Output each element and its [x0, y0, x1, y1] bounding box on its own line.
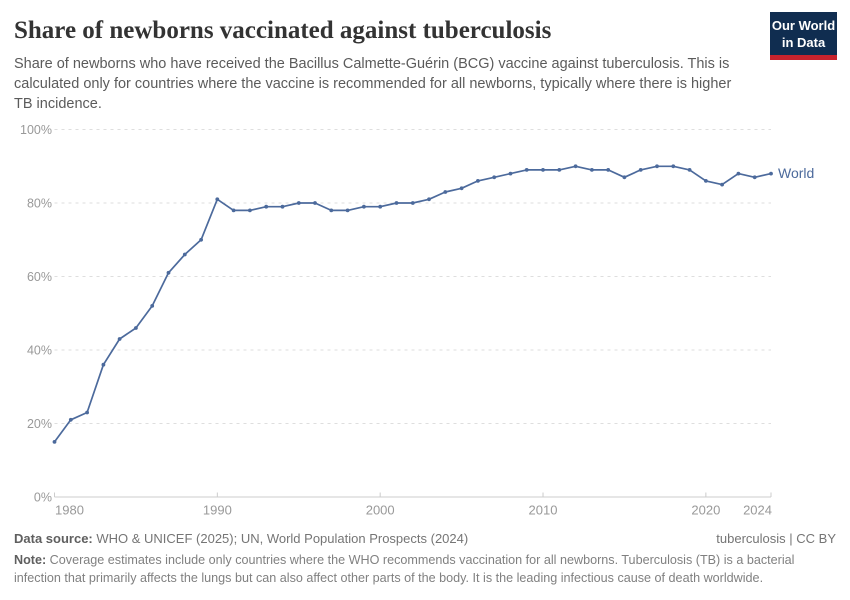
- data-point-2004: [443, 189, 448, 194]
- data-point-2001: [394, 200, 399, 205]
- y-axis-label-80: 80%: [27, 196, 52, 210]
- data-point-1980: [52, 439, 57, 444]
- owid-logo[interactable]: Our World in Data: [770, 12, 837, 61]
- data-point-2010: [541, 167, 545, 172]
- y-axis-label-60: 60%: [27, 269, 52, 283]
- world-series-label[interactable]: World: [778, 165, 814, 181]
- note-label: Note:: [14, 552, 47, 567]
- data-point-2002: [410, 200, 415, 205]
- data-point-2013: [590, 167, 594, 172]
- data-point-2009: [524, 167, 529, 172]
- data-point-1988: [182, 252, 187, 256]
- data-point-1984: [117, 336, 122, 341]
- data-point-1990: [215, 196, 220, 201]
- data-point-2017: [655, 163, 659, 168]
- data-source-label: Data source:: [14, 530, 93, 546]
- x-axis-label-2010: 2010: [529, 502, 558, 517]
- data-point-1983: [101, 362, 106, 367]
- data-point-1994: [280, 204, 285, 209]
- owid-logo-line2: in Data: [781, 34, 826, 50]
- y-axis-label-40: 40%: [27, 343, 52, 357]
- chart-subtitle: Share of newborns who have received the …: [14, 56, 732, 112]
- data-point-1982: [85, 410, 89, 414]
- data-source-text: WHO & UNICEF (2025); UN, World Populatio…: [92, 530, 469, 546]
- license-text: tuberculosis | CC BY: [716, 530, 836, 546]
- data-point-1992: [248, 208, 252, 212]
- data-point-2023: [752, 174, 757, 179]
- data-source-line: Data source: WHO & UNICEF (2025); UN, Wo…: [14, 531, 468, 546]
- data-point-1998: [345, 208, 350, 212]
- data-point-1995: [296, 200, 301, 205]
- data-point-2014: [606, 167, 611, 172]
- data-point-2024: [769, 171, 773, 176]
- data-point-2011: [557, 167, 562, 172]
- data-point-2005: [459, 185, 464, 190]
- y-axis-label-0: 0%: [34, 490, 52, 504]
- data-point-1991: [231, 208, 236, 212]
- y-axis-label-100: 100%: [20, 122, 52, 136]
- data-point-2000: [378, 204, 383, 209]
- data-point-1987: [166, 270, 171, 275]
- data-point-1989: [199, 237, 204, 242]
- x-axis-label-2020: 2020: [691, 502, 720, 517]
- line-chart-canvas[interactable]: 0% 20% 40% 60% 80% 100% 1980 1990 2000 2010 2020 20…: [0, 117, 850, 529]
- data-point-2003: [427, 196, 431, 201]
- x-axis-label-2000: 2000: [366, 502, 395, 517]
- x-axis-label-1990: 1990: [203, 502, 232, 517]
- data-point-2018: [671, 163, 676, 168]
- data-point-2021: [720, 182, 724, 187]
- data-point-1981: [68, 417, 73, 422]
- data-point-2006: [476, 178, 480, 183]
- data-point-2012: [573, 163, 578, 168]
- data-point-2022: [736, 171, 741, 176]
- note-line: Note: Coverage estimates include only co…: [14, 551, 836, 588]
- world-series-line: [53, 165, 772, 443]
- page-title: Share of newborns vaccinated against tub…: [14, 17, 552, 44]
- data-point-1986: [150, 303, 155, 308]
- data-point-1999: [362, 204, 366, 209]
- chart-header: Share of newborns vaccinated against tub…: [0, 0, 850, 115]
- y-axis-label-20: 20%: [27, 416, 52, 430]
- data-point-2007: [492, 174, 497, 179]
- x-axis-label-1980: 1980: [55, 502, 84, 517]
- data-point-1985: [134, 325, 138, 330]
- chart-footer: Data source: WHO & UNICEF (2025); UN, Wo…: [0, 529, 850, 588]
- x-axis-label-2024: 2024: [743, 502, 772, 517]
- data-point-1993: [264, 204, 269, 209]
- owid-logo-line1: Our World: [771, 18, 836, 33]
- note-text: Coverage estimates include only countrie…: [14, 552, 795, 585]
- data-point-2015: [622, 174, 627, 179]
- data-point-1996: [313, 200, 317, 205]
- data-point-2008: [508, 171, 513, 176]
- data-point-2016: [638, 167, 643, 172]
- data-point-2020: [704, 178, 708, 183]
- data-point-2019: [687, 167, 692, 172]
- data-point-1997: [329, 208, 334, 212]
